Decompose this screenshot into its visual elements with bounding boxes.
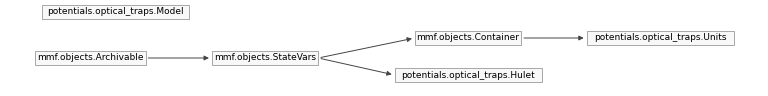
Text: mmf.objects.Container: mmf.objects.Container — [416, 34, 519, 43]
Text: mmf.objects.StateVars: mmf.objects.StateVars — [214, 53, 316, 62]
FancyBboxPatch shape — [395, 68, 541, 82]
FancyBboxPatch shape — [212, 51, 318, 65]
FancyBboxPatch shape — [415, 31, 521, 45]
Text: potentials.optical_traps.Hulet: potentials.optical_traps.Hulet — [401, 70, 535, 79]
FancyBboxPatch shape — [587, 31, 733, 45]
FancyBboxPatch shape — [35, 51, 145, 65]
Text: potentials.optical_traps.Units: potentials.optical_traps.Units — [594, 34, 727, 43]
FancyBboxPatch shape — [41, 5, 188, 19]
Text: mmf.objects.Archivable: mmf.objects.Archivable — [37, 53, 144, 62]
Text: potentials.optical_traps.Model: potentials.optical_traps.Model — [47, 7, 184, 17]
